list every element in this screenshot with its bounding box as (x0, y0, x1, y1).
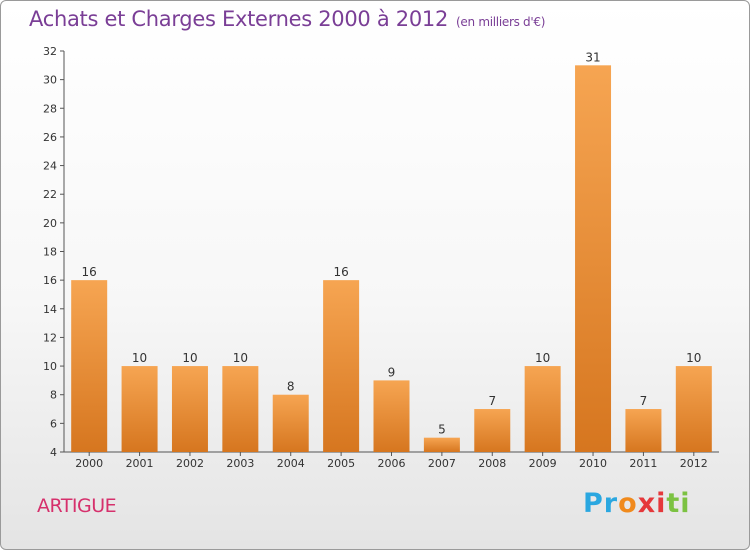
title-text: Achats et Charges Externes 2000 à 2012 (29, 7, 449, 31)
bar-2012 (675, 366, 712, 452)
y-tick-label: 16 (43, 274, 57, 287)
x-tick-label: 2001 (126, 457, 154, 470)
chart-subtitle: (en milliers d'€) (456, 15, 546, 29)
x-tick-label: 2007 (428, 457, 456, 470)
y-tick-label: 26 (43, 131, 57, 144)
value-label: 5 (438, 423, 446, 437)
y-tick-label: 4 (50, 446, 57, 459)
x-tick-label: 2000 (75, 457, 103, 470)
y-tick-label: 30 (43, 74, 57, 87)
y-tick-label: 28 (43, 102, 57, 115)
bar-2007 (423, 437, 460, 452)
bar-2000 (71, 280, 108, 452)
y-tick-label: 22 (43, 188, 57, 201)
bar-2004 (272, 394, 309, 452)
bar-2009 (524, 366, 561, 452)
y-tick-label: 8 (50, 389, 57, 402)
value-label: 7 (488, 394, 496, 408)
bar-2001 (121, 366, 158, 452)
y-tick-label: 12 (43, 331, 57, 344)
bar-2006 (373, 380, 410, 452)
value-label: 10 (535, 351, 550, 365)
bars: 16 10 10 10 8 16 9 5 7 10 31 7 10 (71, 50, 712, 453)
logo-letter: i (656, 488, 667, 519)
x-tick-label: 2006 (378, 457, 406, 470)
value-label: 16 (82, 265, 97, 279)
logo-letter: t (666, 488, 681, 519)
x-tick-label: 2009 (529, 457, 557, 470)
x-tick-label: 2005 (327, 457, 355, 470)
value-label: 10 (686, 351, 701, 365)
bar-2008 (474, 409, 511, 452)
bar-2005 (323, 280, 360, 452)
value-label: 16 (333, 265, 348, 279)
x-tick-label: 2002 (176, 457, 204, 470)
x-axis: 2000 2001 2002 2003 2004 2005 2006 2007 2008 2009… (64, 451, 719, 470)
value-label: 8 (287, 380, 295, 394)
x-tick-label: 2012 (680, 457, 708, 470)
bar-2010 (575, 65, 612, 453)
value-label: 9 (388, 365, 396, 379)
value-label: 7 (640, 394, 648, 408)
x-tick-label: 2010 (579, 457, 607, 470)
x-tick-label: 2003 (226, 457, 254, 470)
bar-2002 (171, 366, 208, 452)
chart-title: Achats et Charges Externes 2000 à 2012 (e… (29, 7, 545, 31)
x-tick-label: 2011 (629, 457, 657, 470)
proxiti-logo[interactable]: Proxiti (583, 488, 691, 519)
y-tick-label: 20 (43, 217, 57, 230)
value-label: 10 (132, 351, 147, 365)
logo-letter: P (583, 488, 604, 519)
y-tick-label: 14 (43, 303, 57, 316)
value-label: 10 (182, 351, 197, 365)
y-axis: 4 6 8 10 12 14 16 18 20 22 24 26 28 30 32 (43, 45, 65, 459)
x-tick-label: 2004 (277, 457, 305, 470)
value-label: 31 (585, 50, 600, 64)
bar-2011 (625, 409, 662, 452)
value-label: 10 (233, 351, 248, 365)
logo-letter: r (603, 488, 619, 519)
bar-2003 (222, 366, 259, 452)
y-tick-label: 10 (43, 360, 57, 373)
logo-letter: x (637, 488, 657, 519)
commune-name: ARTIGUE (37, 495, 117, 517)
y-tick-label: 6 (50, 417, 57, 430)
x-tick-label: 2008 (478, 457, 506, 470)
y-tick-label: 18 (43, 246, 57, 259)
logo-letter: o (618, 488, 638, 519)
y-tick-label: 24 (43, 160, 57, 173)
logo-letter: i (680, 488, 691, 519)
y-tick-label: 32 (43, 45, 57, 58)
